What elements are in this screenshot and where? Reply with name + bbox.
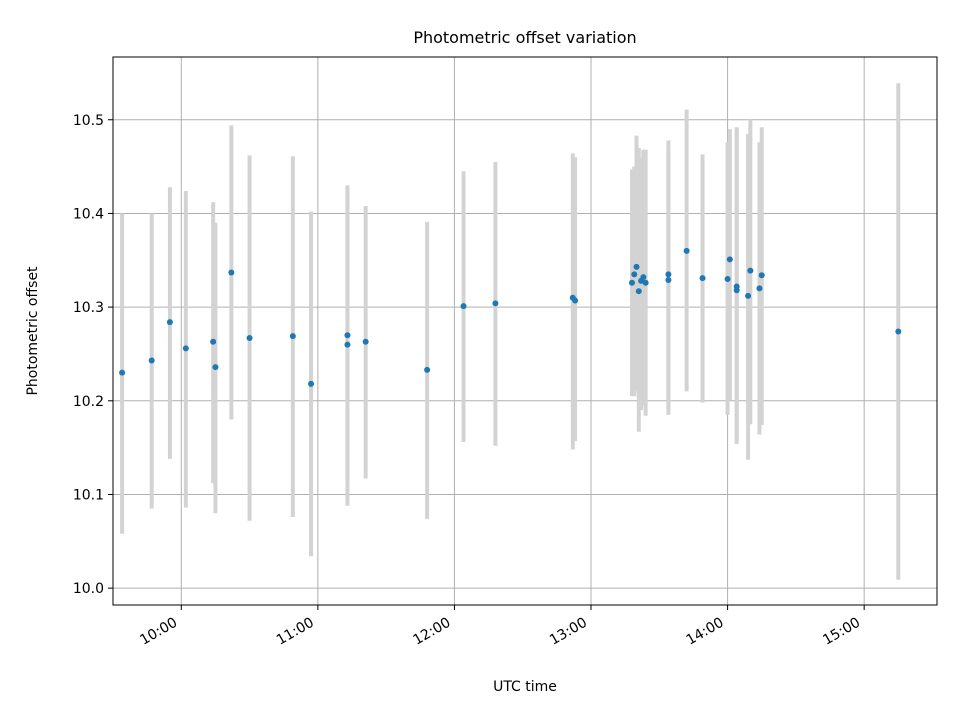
data-point — [344, 341, 351, 348]
data-point — [747, 267, 754, 274]
plot-frame — [112, 56, 938, 606]
y-tick-label: 10.5 — [73, 113, 104, 129]
data-point — [665, 276, 672, 283]
y-tick-label: 10.3 — [73, 300, 104, 316]
data-point — [745, 292, 752, 299]
data-point — [683, 247, 690, 254]
y-tick-label: 10.2 — [73, 394, 104, 410]
x-axis-label: UTC time — [493, 679, 557, 695]
data-point — [362, 338, 369, 345]
y-tick-label: 10.1 — [73, 487, 104, 503]
chart-title: Photometric offset variation — [413, 28, 636, 47]
data-point — [631, 271, 638, 278]
data-point — [228, 269, 235, 276]
data-points — [119, 247, 902, 387]
data-point — [699, 275, 706, 282]
data-point — [166, 319, 173, 326]
data-point — [726, 256, 733, 263]
data-point — [344, 332, 351, 339]
data-point — [424, 366, 431, 373]
data-point — [724, 276, 731, 283]
data-point — [665, 271, 672, 278]
data-point — [289, 333, 296, 340]
data-point — [119, 369, 126, 376]
y-tick-label: 10.4 — [73, 206, 104, 222]
data-point — [246, 335, 253, 342]
data-point — [182, 345, 189, 352]
data-point — [895, 328, 902, 335]
data-point — [572, 297, 579, 304]
data-point — [733, 287, 740, 294]
data-point — [212, 364, 219, 371]
data-point — [460, 303, 467, 310]
y-axis-label: Photometric offset — [25, 266, 41, 396]
data-point — [633, 263, 640, 270]
data-point — [758, 272, 765, 279]
data-point — [628, 279, 635, 286]
data-point — [308, 380, 315, 387]
y-tick-label: 10.0 — [73, 581, 104, 597]
data-point — [640, 274, 647, 281]
data-point — [492, 300, 499, 307]
data-point — [756, 285, 763, 292]
data-point — [642, 279, 649, 286]
data-point — [148, 357, 155, 364]
data-point — [210, 338, 217, 345]
data-point — [635, 288, 642, 295]
